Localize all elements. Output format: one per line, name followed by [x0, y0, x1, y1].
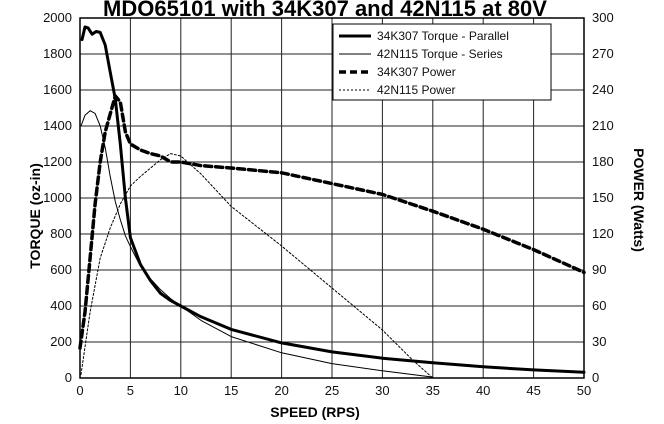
y-tick-label: 200: [50, 334, 72, 349]
legend-label: 34K307 Power: [377, 65, 456, 79]
legend-label: 42N115 Torque - Series: [377, 47, 503, 61]
y-tick-label: 0: [65, 370, 72, 385]
x-tick-label: 20: [274, 383, 288, 398]
y-tick-label: 1400: [43, 118, 72, 133]
plot-grid: [79, 17, 585, 379]
x-tick-label: 5: [127, 383, 134, 398]
x-axis-title: SPEED (RPS): [270, 404, 359, 420]
series-lines: [78, 25, 586, 379]
y2-tick-label: 60: [592, 298, 606, 313]
x-tick-label: 0: [76, 383, 83, 398]
y2-tick-label: 210: [592, 118, 614, 133]
x-tick-label: 45: [526, 383, 540, 398]
y2-tick-label: 300: [592, 10, 614, 25]
y2-tick-labels: 0 30 60 90 120 150 180 210 240 270 300: [592, 10, 614, 385]
x-tick-labels: 0 5 10 15 20 25 30 35 40 45 50: [76, 383, 591, 398]
y2-tick-label: 30: [592, 334, 606, 349]
chart-title: MDO65101 with 34K307 and 42N115 at 80V: [103, 0, 547, 21]
x-tick-label: 40: [476, 383, 490, 398]
y2-tick-label: 270: [592, 46, 614, 61]
y2-tick-label: 180: [592, 154, 614, 169]
y-tick-label: 800: [50, 226, 72, 241]
y-axis-title: TORQUE (oz-in): [27, 163, 43, 269]
y-tick-label: 1800: [43, 46, 72, 61]
y-tick-labels: 0 200 400 600 800 1000 1200 1400 1600 1800 2000: [43, 10, 72, 385]
x-tick-label: 25: [325, 383, 339, 398]
plot-frame: [79, 17, 585, 379]
legend: 34K307 Torque - Parallel 42N115 Torque - …: [332, 23, 552, 101]
series-line-2: [80, 110, 434, 378]
y-tick-label: 600: [50, 262, 72, 277]
y2-tick-label: 90: [592, 262, 606, 277]
y2-tick-label: 240: [592, 82, 614, 97]
series-line-4: [80, 153, 434, 379]
x-tick-label: 35: [426, 383, 440, 398]
y-tick-label: 400: [50, 298, 72, 313]
x-tick-label: 10: [174, 383, 188, 398]
series-line-3: [78, 94, 586, 350]
y2-tick-label: 150: [592, 190, 614, 205]
y2-tick-label: 0: [592, 370, 599, 385]
y2-axis-title: POWER (Watts): [631, 148, 647, 252]
y-tick-label: 1000: [43, 190, 72, 205]
y-tick-label: 1200: [43, 154, 72, 169]
legend-label: 34K307 Torque - Parallel: [377, 29, 509, 43]
x-tick-label: 50: [577, 383, 591, 398]
x-tick-label: 30: [375, 383, 389, 398]
legend-label: 42N115 Power: [377, 83, 456, 97]
y-tick-label: 2000: [43, 10, 72, 25]
y2-tick-label: 120: [592, 226, 614, 241]
y-tick-label: 1600: [43, 82, 72, 97]
x-tick-label: 15: [224, 383, 238, 398]
